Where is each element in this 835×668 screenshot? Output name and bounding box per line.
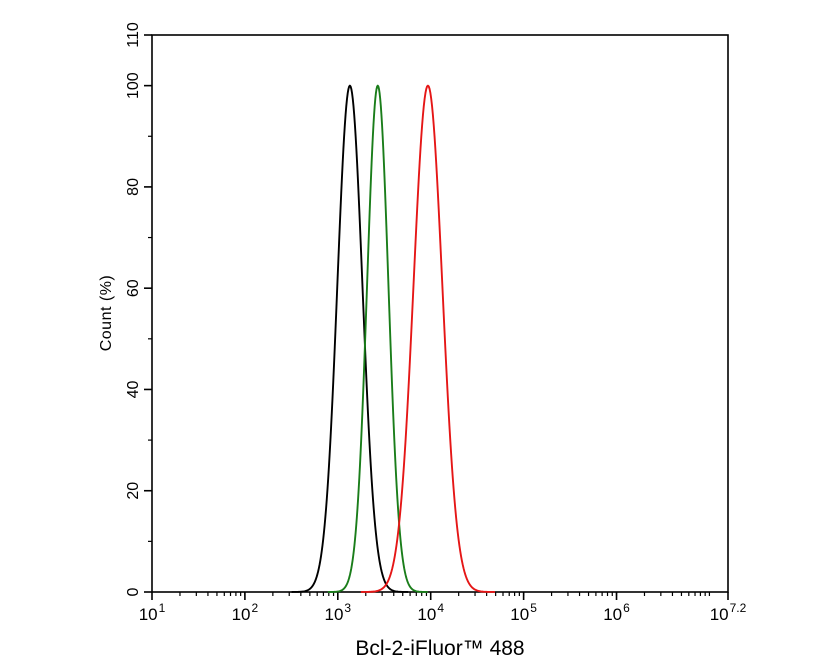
y-tick-label: 40 xyxy=(125,380,142,398)
y-tick-label: 100 xyxy=(125,72,142,99)
x-tick-label: 101 xyxy=(139,601,166,624)
series-curve-green xyxy=(327,84,428,593)
x-axis-title: Bcl-2-iFluor™ 488 xyxy=(355,637,525,660)
x-tick-label: 107.2 xyxy=(710,601,747,624)
series-curve-black xyxy=(291,84,409,593)
x-tick-label: 102 xyxy=(232,601,259,624)
y-tick-label: 20 xyxy=(125,482,142,500)
series-curve-red xyxy=(360,84,496,593)
y-tick-label: 80 xyxy=(125,178,142,196)
y-tick-label: 60 xyxy=(125,279,142,297)
x-tick-label: 106 xyxy=(603,601,630,624)
x-tick-label: 104 xyxy=(417,601,444,624)
y-tick-label: 0 xyxy=(125,587,142,596)
y-tick-label: 110 xyxy=(125,22,142,48)
y-axis-title: Count (%) xyxy=(98,274,115,352)
x-tick-label: 103 xyxy=(325,601,352,624)
plot-frame xyxy=(151,34,729,593)
x-tick-label: 105 xyxy=(510,601,537,624)
